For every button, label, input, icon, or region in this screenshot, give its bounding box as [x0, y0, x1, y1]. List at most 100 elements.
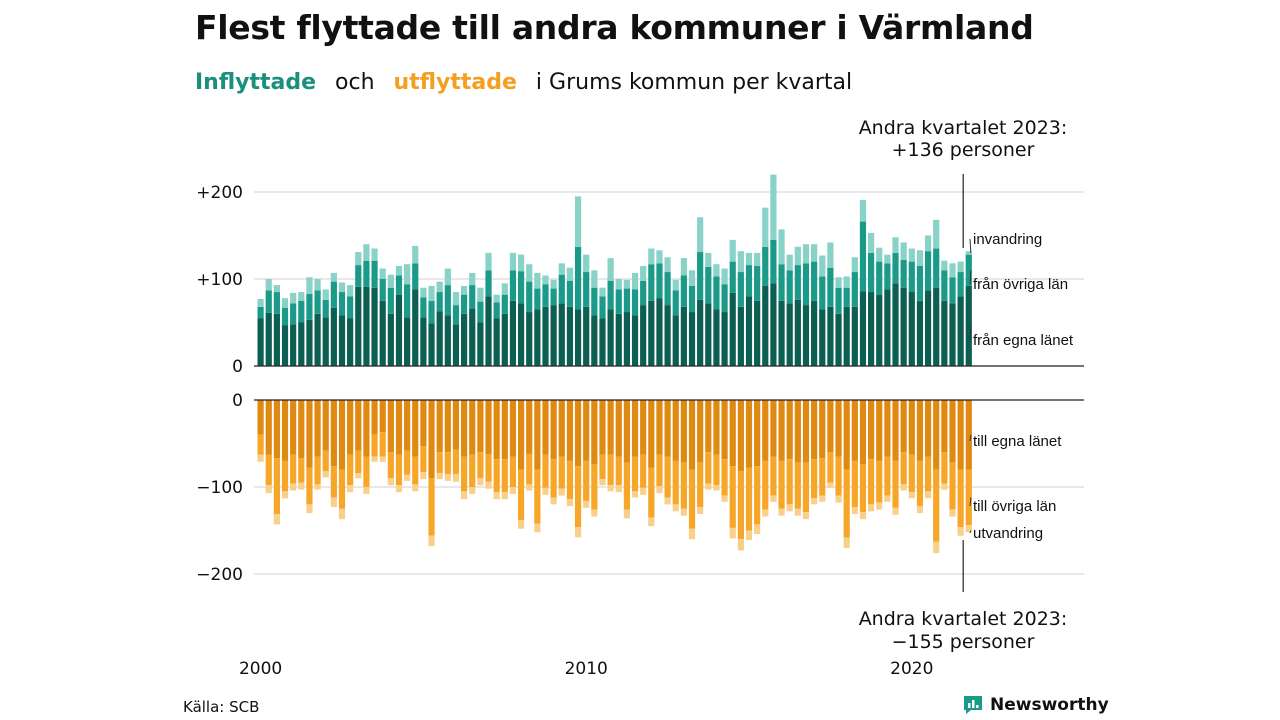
bar-inflow-invandring [876, 247, 883, 262]
bar-outflow-utvandring [900, 484, 907, 491]
bar-inflow-egna-lanet [908, 292, 915, 366]
bar-outflow-ovriga-lan [802, 462, 810, 513]
annotation-top-line1: Andra kvartalet 2023: [859, 117, 1068, 139]
bar-outflow-utvandring [387, 478, 394, 486]
bar-outflow-ovriga-lan [355, 450, 362, 474]
bar-outflow-ovriga-lan [843, 469, 850, 538]
bar-inflow-ovriga-lan [355, 265, 362, 287]
bar-inflow-invandring [949, 263, 956, 278]
bar-inflow-egna-lanet [892, 283, 899, 366]
bar-outflow-ovriga-lan [265, 454, 272, 486]
subtitle-inflow-word: Inflyttade [195, 70, 317, 95]
bar-outflow-utvandring [745, 530, 753, 541]
bar-inflow-ovriga-lan [640, 280, 647, 306]
annotation-bottom-line2: −155 personer [892, 631, 1035, 653]
bar-outflow-utvandring [916, 506, 924, 514]
bar-inflow-egna-lanet [412, 289, 419, 366]
bar-outflow-egna-lanet [290, 400, 297, 455]
bar-inflow-ovriga-lan [851, 272, 858, 307]
bar-outflow-utvandring [884, 495, 891, 502]
bar-outflow-ovriga-lan [290, 454, 297, 484]
series-label: till övriga län [973, 498, 1056, 515]
x-tick-label: 2020 [890, 659, 933, 679]
bar-outflow-egna-lanet [688, 400, 696, 470]
bar-outflow-egna-lanet [574, 400, 582, 467]
bar-outflow-ovriga-lan [656, 454, 663, 487]
bar-outflow-egna-lanet [314, 400, 321, 457]
series-label: utvandring [973, 525, 1043, 542]
bar-outflow-ovriga-lan [501, 459, 508, 493]
bar-inflow-ovriga-lan [509, 270, 517, 301]
bar-inflow-ovriga-lan [290, 303, 297, 325]
bar-inflow-egna-lanet [876, 294, 883, 366]
bar-inflow-egna-lanet [868, 292, 875, 366]
bar-outflow-egna-lanet [566, 400, 574, 461]
bar-outflow-egna-lanet [623, 400, 630, 463]
series-label: från övriga län [973, 276, 1068, 293]
bar-outflow-ovriga-lan [599, 454, 606, 480]
bar-outflow-ovriga-lan [835, 456, 842, 496]
bar-inflow-invandring [957, 261, 964, 273]
bar-outflow-egna-lanet [428, 400, 435, 479]
bar-outflow-ovriga-lan [574, 466, 582, 528]
bar-inflow-egna-lanet [493, 318, 500, 366]
bar-inflow-ovriga-lan [322, 299, 329, 318]
bar-outflow-utvandring [371, 456, 378, 462]
bar-outflow-egna-lanet [949, 400, 956, 463]
bar-outflow-egna-lanet [273, 400, 280, 459]
bar-outflow-egna-lanet [469, 400, 476, 455]
bar-inflow-egna-lanet [314, 313, 321, 366]
series-label: invandring [973, 231, 1042, 248]
bar-outflow-ovriga-lan [371, 434, 378, 457]
bar-inflow-egna-lanet [257, 318, 264, 366]
y-tick-label: 0 [232, 357, 243, 377]
bar-outflow-egna-lanet [762, 400, 769, 461]
bar-outflow-ovriga-lan [485, 453, 492, 482]
bar-outflow-ovriga-lan [916, 460, 924, 507]
bar-outflow-egna-lanet [355, 400, 362, 451]
subtitle-outflow-word: utflyttade [393, 70, 517, 95]
bar-outflow-utvandring [876, 502, 883, 510]
bar-outflow-ovriga-lan [314, 456, 321, 485]
bar-inflow-ovriga-lan [469, 285, 476, 309]
bar-outflow-egna-lanet [599, 400, 606, 455]
bar-inflow-ovriga-lan [705, 266, 712, 304]
bar-outflow-utvandring [444, 473, 451, 481]
bar-outflow-ovriga-lan [965, 469, 972, 526]
bar-inflow-ovriga-lan [615, 289, 622, 314]
bar-outflow-egna-lanet [444, 400, 451, 453]
bar-outflow-utvandring [534, 523, 541, 533]
bar-outflow-egna-lanet [501, 400, 508, 460]
bar-inflow-invandring [265, 279, 272, 291]
bar-inflow-invandring [819, 255, 826, 277]
bar-outflow-utvandring [517, 520, 525, 529]
bar-inflow-invandring [330, 272, 337, 282]
bar-outflow-utvandring [615, 485, 622, 493]
bar-outflow-utvandring [892, 507, 899, 515]
bar-inflow-egna-lanet [469, 308, 476, 366]
bar-outflow-utvandring [314, 484, 321, 490]
bar-outflow-egna-lanet [485, 400, 492, 454]
bar-outflow-utvandring [338, 508, 346, 520]
bar-inflow-invandring [477, 287, 484, 302]
bar-outflow-utvandring [664, 497, 671, 505]
bar-inflow-egna-lanet [265, 312, 272, 366]
bar-inflow-egna-lanet [900, 287, 907, 366]
bar-inflow-ovriga-lan [404, 284, 411, 318]
bar-outflow-utvandring [908, 492, 915, 499]
bar-outflow-egna-lanet [884, 400, 891, 457]
bar-inflow-ovriga-lan [574, 246, 582, 310]
bar-inflow-invandring [273, 285, 280, 293]
bar-inflow-egna-lanet [306, 319, 313, 366]
bar-outflow-ovriga-lan [566, 460, 574, 500]
bar-outflow-egna-lanet [517, 400, 525, 470]
bar-inflow-ovriga-lan [542, 284, 549, 307]
bar-outflow-utvandring [933, 541, 940, 554]
bar-outflow-egna-lanet [835, 400, 842, 457]
bar-outflow-ovriga-lan [648, 467, 655, 518]
bar-outflow-utvandring [306, 504, 313, 514]
bar-inflow-ovriga-lan [884, 263, 891, 290]
bar-outflow-utvandring [851, 507, 858, 514]
bar-inflow-invandring [501, 283, 508, 295]
bar-inflow-invandring [754, 252, 761, 266]
